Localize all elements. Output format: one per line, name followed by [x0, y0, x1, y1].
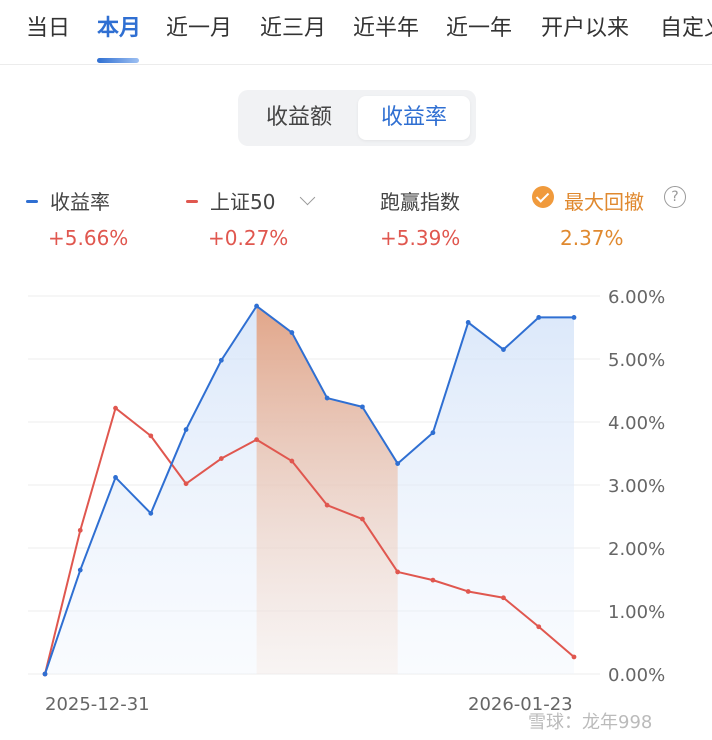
y-tick-label: 0.00% [608, 665, 665, 686]
check-circle-icon[interactable] [532, 186, 554, 208]
data-point [77, 567, 83, 573]
data-point [465, 589, 471, 594]
question-circle-icon[interactable]: ? [664, 186, 686, 208]
legend-value: +5.66% [48, 226, 129, 250]
y-tick-label: 3.00% [608, 476, 665, 497]
tab-today[interactable]: 当日 [26, 16, 71, 41]
y-tick-label: 1.00% [608, 602, 665, 623]
data-point [395, 569, 401, 575]
tab-since-opening[interactable]: 开户以来 [541, 16, 630, 41]
data-point [430, 430, 436, 436]
data-point [183, 427, 189, 432]
x-axis-end-label: 2026-01-23 [468, 694, 573, 715]
data-point [360, 516, 365, 522]
data-point [289, 458, 295, 464]
series-line [44, 305, 574, 675]
data-point [501, 347, 506, 352]
legend-label: 最大回撤 [564, 190, 644, 214]
watermark: 雪球：龙年998 [528, 712, 653, 733]
data-point [536, 624, 542, 630]
return-chart: 0.00% 1.00% 2.00% 3.00% 4.00% 5.00% 6.00% [28, 287, 665, 686]
tab-last-month[interactable]: 近一月 [166, 16, 233, 41]
legend-value: 2.37% [560, 226, 624, 250]
data-point [536, 315, 542, 320]
data-point [465, 320, 471, 325]
return-rate-line-swatch [26, 200, 38, 203]
legend-value: +5.39% [380, 226, 461, 250]
legend-value: +0.27% [208, 226, 289, 250]
data-point [113, 405, 118, 411]
chevron-down-icon[interactable] [299, 189, 316, 206]
data-point [571, 654, 577, 660]
metric-segment-control: 收益额 收益率 [238, 90, 476, 146]
y-tick-label: 2.00% [608, 539, 665, 560]
data-point [254, 437, 259, 443]
legend-label: 上证50 [210, 190, 276, 214]
legend-label: 收益率 [50, 190, 110, 214]
y-tick-label: 6.00% [608, 287, 665, 308]
data-point [148, 510, 154, 516]
series-line [44, 407, 575, 675]
segment-profit-amount[interactable]: 收益额 [265, 105, 332, 130]
period-tabs: 当日 本月 近一月 近三月 近半年 近一年 开户以来 自定义 [0, 0, 712, 65]
sse50-line-swatch [186, 200, 198, 203]
y-tick-label: 4.00% [608, 413, 665, 434]
tab-this-month[interactable]: 本月 [97, 16, 142, 41]
data-point [183, 481, 189, 487]
data-point [430, 577, 436, 583]
data-point [395, 461, 401, 466]
legend-label: 跑赢指数 [380, 190, 460, 214]
data-point [42, 671, 48, 677]
y-tick-label: 5.00% [608, 350, 665, 371]
data-point [218, 357, 224, 363]
data-point [218, 456, 224, 461]
data-point [324, 502, 330, 508]
data-point [254, 303, 259, 309]
data-point [113, 475, 118, 480]
data-point [360, 404, 365, 410]
x-axis-start-label: 2025-12-31 [45, 694, 150, 715]
data-point [289, 330, 295, 335]
tab-last-half-year[interactable]: 近半年 [353, 16, 420, 41]
data-point [324, 395, 330, 401]
max-drawdown-area [256, 306, 398, 674]
data-point [77, 527, 83, 533]
active-tab-indicator [97, 58, 139, 63]
segment-return-rate[interactable]: 收益率 [358, 96, 470, 140]
tab-custom[interactable]: 自定义 [660, 16, 712, 41]
data-point [571, 315, 577, 320]
tab-last-three-months[interactable]: 近三月 [260, 16, 327, 41]
data-point [148, 433, 154, 439]
tab-last-year[interactable]: 近一年 [446, 16, 513, 41]
data-point [501, 595, 506, 601]
